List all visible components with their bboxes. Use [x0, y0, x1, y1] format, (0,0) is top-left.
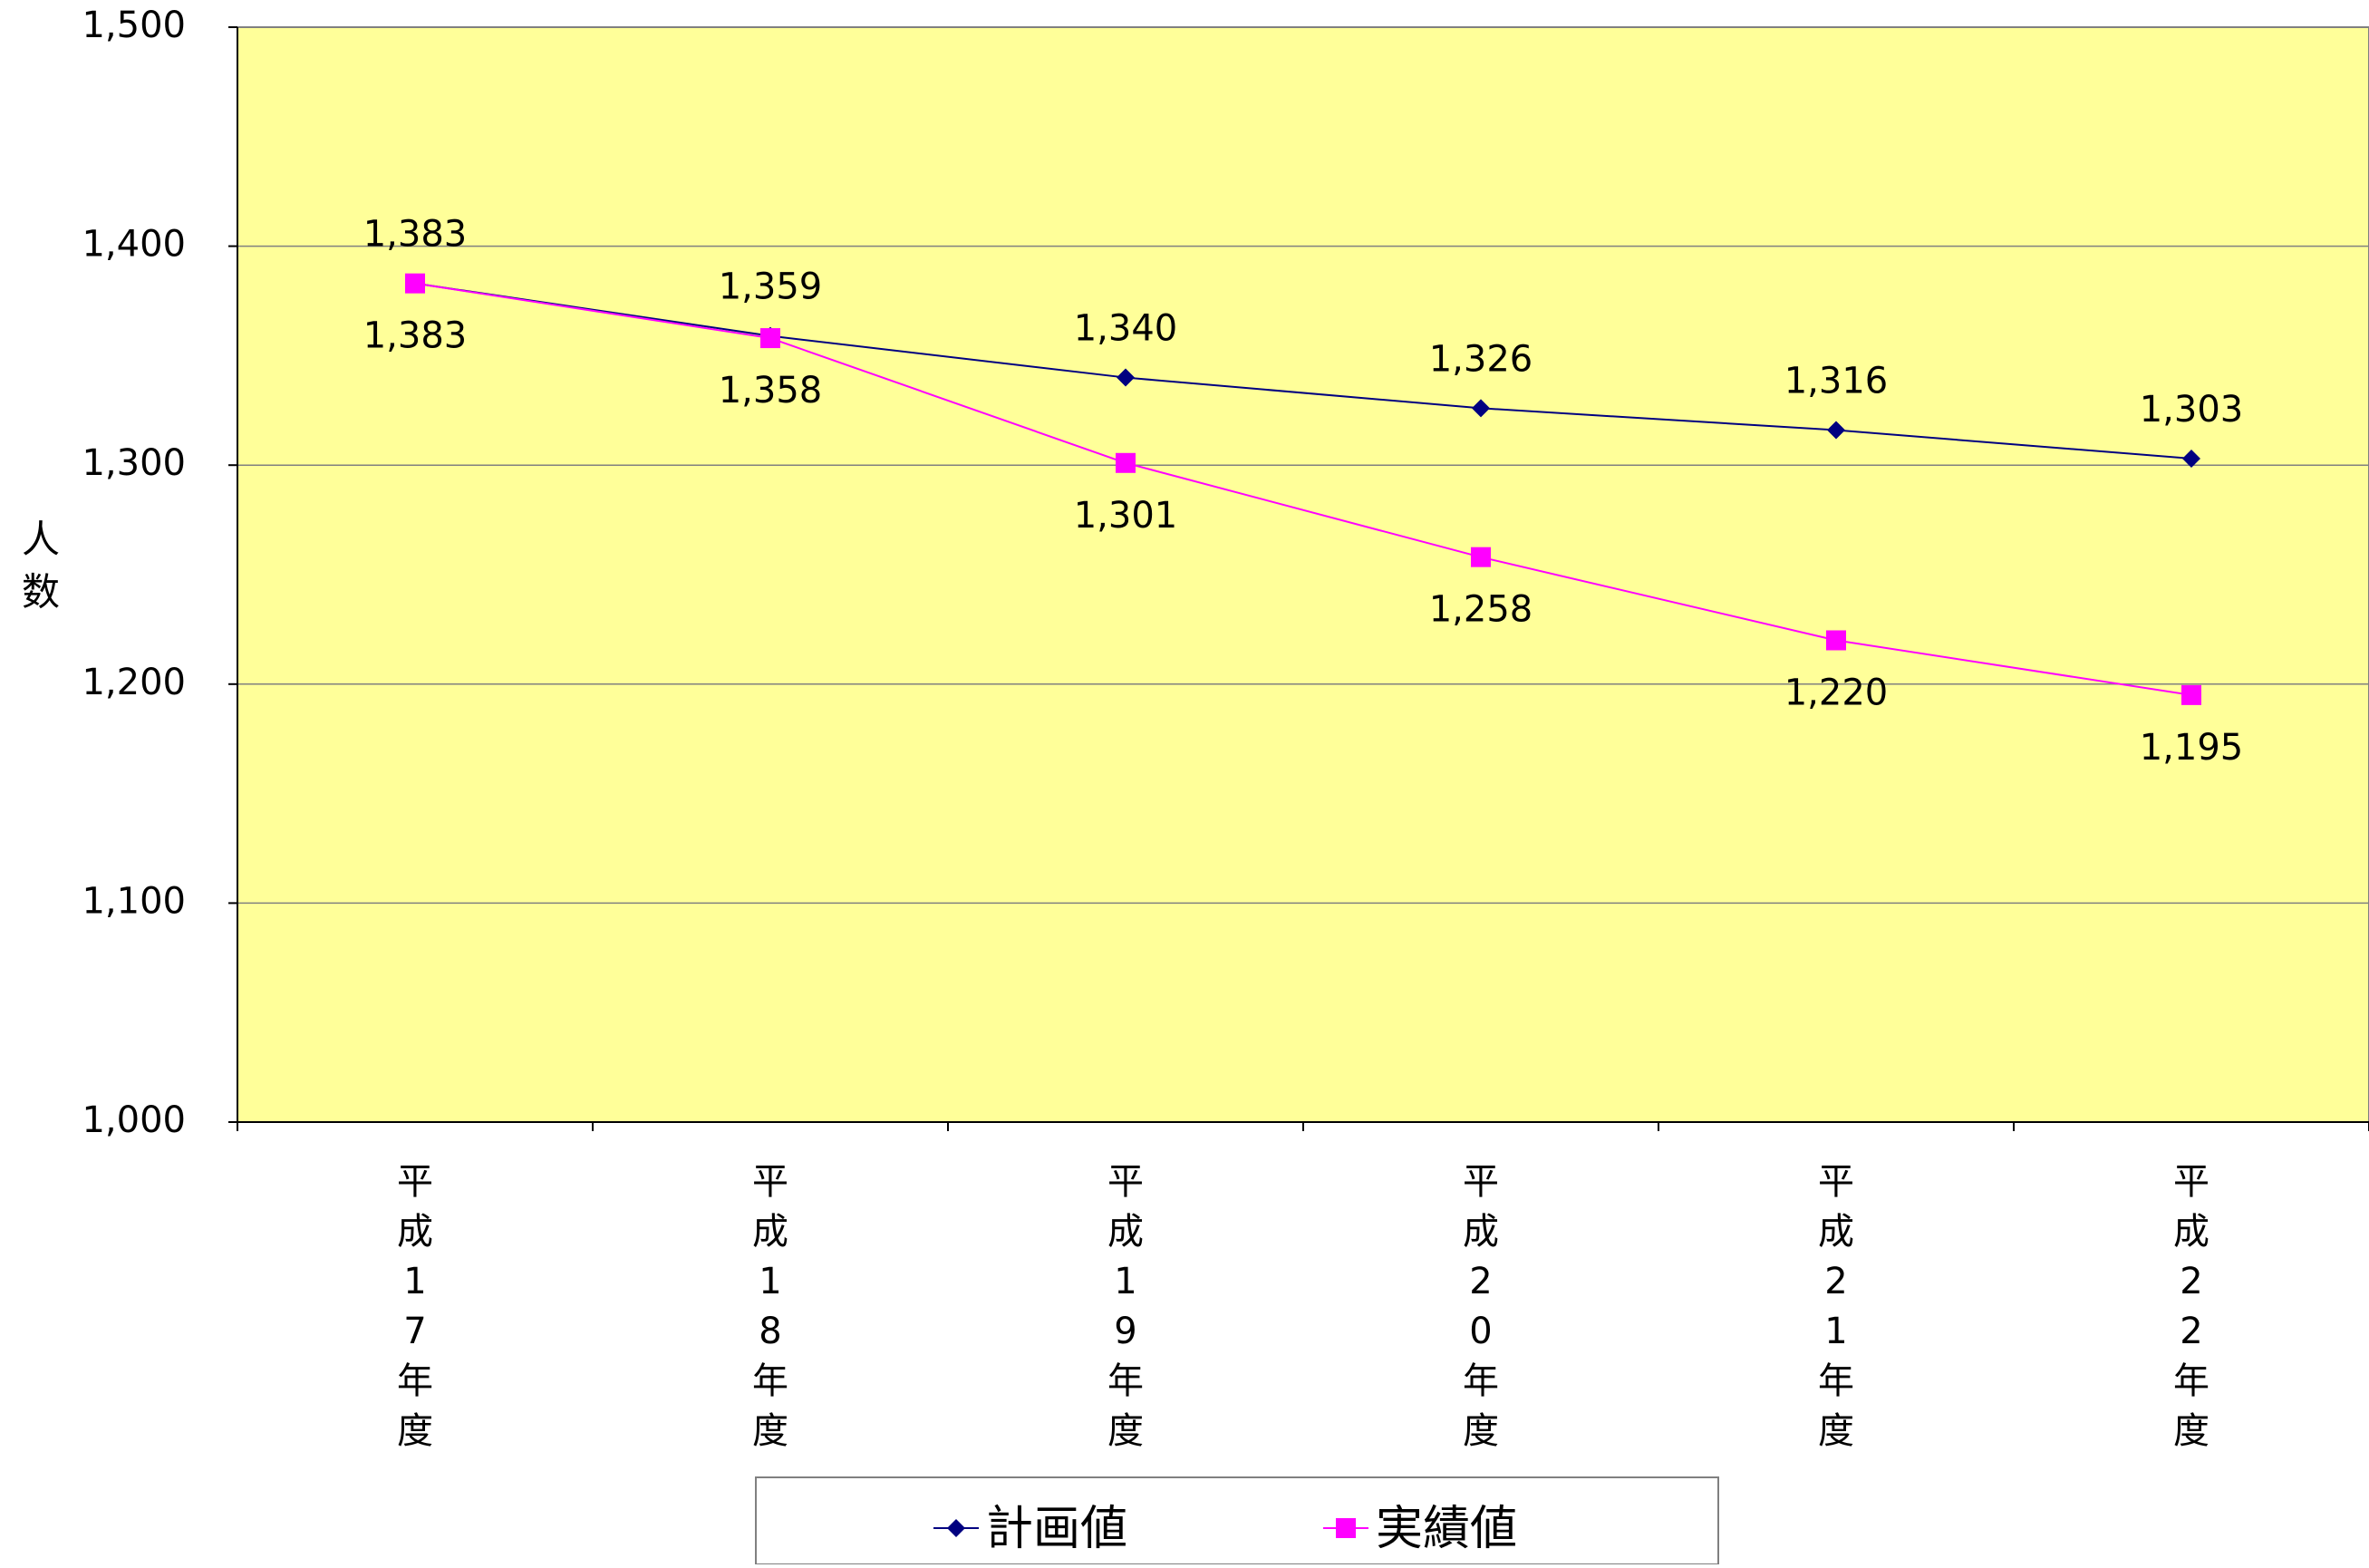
legend: 計画値 実績値	[755, 1476, 1719, 1565]
x-tick-label-char: 度	[397, 1410, 433, 1452]
x-tick-label-char: 度	[752, 1410, 788, 1452]
x-tick-label-char: 平	[752, 1161, 788, 1203]
y-tick-label-1400: 1,400	[82, 224, 186, 266]
data-labels: 1,383 1,359 1,340 1,326 1,316 1,303 1,383 1,358…	[363, 214, 2244, 769]
y-tick-label-1500: 1,500	[82, 5, 186, 46]
series	[405, 273, 2201, 705]
data-point-0-3	[1472, 399, 1490, 418]
x-tick-label-char: 年	[752, 1360, 788, 1402]
data-label-1-3: 1,258	[1429, 589, 1533, 631]
y-tick-labels: 1,000 1,100 1,200 1,300 1,400 1,500	[82, 5, 186, 1141]
series-0	[414, 282, 2192, 460]
data-point-1-3	[1471, 547, 1491, 567]
x-tick-label-char: 平	[397, 1161, 433, 1203]
x-tick-label-char: 1	[759, 1261, 781, 1302]
legend-label-0: 計画値	[986, 1502, 1127, 1556]
y-tick-label-1000: 1,000	[82, 1099, 186, 1141]
x-tick-label-char: 9	[1114, 1311, 1136, 1352]
x-tick-label-char: 成	[1818, 1211, 1854, 1253]
series-line-1	[414, 282, 2192, 696]
x-tick-label-char: 度	[1107, 1410, 1144, 1452]
legend-item-1: 実績値	[1323, 1502, 1517, 1556]
x-tick-label-char: 平	[1463, 1161, 1499, 1203]
data-label-1-2: 1,301	[1074, 495, 1178, 537]
x-tick-label-char: 年	[2173, 1360, 2209, 1402]
x-tick-label-char: 成	[1107, 1211, 1144, 1253]
x-tick-label-char: 1	[1114, 1261, 1136, 1302]
data-point-0-5	[2182, 449, 2200, 468]
data-point-1-5	[2181, 684, 2201, 705]
axes	[228, 26, 2369, 1131]
data-label-0-2: 1,340	[1074, 308, 1178, 350]
data-point-1-4	[1826, 630, 1846, 651]
x-tick-label-0: 平成 1 7 年度	[397, 1161, 433, 1452]
series-line-0	[414, 282, 2192, 460]
x-tick-label-char: 0	[1469, 1311, 1492, 1352]
data-label-0-5: 1,303	[2140, 389, 2244, 431]
x-tick-label-5: 平成 2 2 年度	[2173, 1161, 2209, 1452]
data-label-1-1: 1,358	[719, 370, 823, 411]
legend-item-0: 計画値	[933, 1502, 1127, 1556]
x-tick-label-char: 年	[397, 1360, 433, 1402]
series-markers-1	[405, 273, 2201, 705]
x-tick-label-char: 平	[1818, 1161, 1854, 1203]
data-label-1-5: 1,195	[2140, 727, 2244, 769]
x-tick-label-char: 度	[1818, 1410, 1854, 1452]
x-tick-label-char: 成	[1463, 1211, 1499, 1253]
x-tick-label-char: 度	[1463, 1410, 1499, 1452]
x-tick-label-char: 2	[2180, 1311, 2202, 1352]
x-tick-label-char: 平	[1107, 1161, 1144, 1203]
x-tick-label-char: 平	[2173, 1161, 2209, 1203]
legend-marker-0	[947, 1519, 965, 1537]
x-tick-label-char: 年	[1463, 1360, 1499, 1402]
x-tick-label-char: 2	[1469, 1261, 1492, 1302]
data-label-0-3: 1,326	[1429, 338, 1533, 380]
x-tick-label-char: 年	[1818, 1360, 1854, 1402]
x-tick-label-char: 年	[1107, 1360, 1144, 1402]
y-axis-label: 人数	[22, 518, 60, 615]
x-tick-label-char: 成	[2173, 1211, 2209, 1253]
series-1	[414, 282, 2192, 696]
x-tick-label-4: 平成 2 1 年度	[1818, 1161, 1854, 1452]
data-point-1-1	[760, 328, 780, 349]
x-tick-label-char: 成	[752, 1211, 788, 1253]
x-tick-label-char: 成	[397, 1211, 433, 1253]
x-tick-label-1: 平成 1 8 年度	[752, 1161, 788, 1452]
data-point-1-2	[1116, 452, 1136, 473]
plot-area	[237, 26, 2369, 1123]
legend-marker-1	[1336, 1518, 1356, 1538]
y-axis-label-char: 人	[22, 518, 60, 562]
x-tick-label-char: 1	[403, 1261, 426, 1302]
data-point-0-4	[1827, 421, 1845, 440]
x-tick-label-2: 平成 1 9 年度	[1107, 1161, 1144, 1452]
data-label-0-1: 1,359	[719, 266, 823, 308]
x-tick-label-char: 1	[1824, 1311, 1847, 1352]
data-label-1-0: 1,383	[363, 315, 468, 357]
x-tick-label-3: 平成 2 0 年度	[1463, 1161, 1499, 1452]
data-label-0-4: 1,316	[1784, 361, 1889, 402]
x-tick-label-char: 度	[2173, 1410, 2209, 1452]
data-point-0-2	[1117, 368, 1135, 387]
x-tick-label-char: 2	[2180, 1261, 2202, 1302]
data-label-1-4: 1,220	[1784, 672, 1889, 713]
x-tick-label-char: 8	[759, 1311, 781, 1352]
x-tick-label-char: 2	[1824, 1261, 1847, 1302]
legend-label-1: 実績値	[1376, 1502, 1517, 1556]
y-tick-label-1100: 1,100	[82, 880, 186, 922]
y-tick-label-1200: 1,200	[82, 662, 186, 703]
data-point-1-0	[405, 273, 425, 294]
y-tick-label-1300: 1,300	[82, 442, 186, 484]
legend-box	[755, 1476, 1719, 1565]
gridlines	[237, 26, 2369, 905]
y-axis-label-char: 数	[22, 570, 60, 615]
x-tick-label-char: 7	[403, 1311, 426, 1352]
data-label-0-0: 1,383	[363, 214, 468, 256]
